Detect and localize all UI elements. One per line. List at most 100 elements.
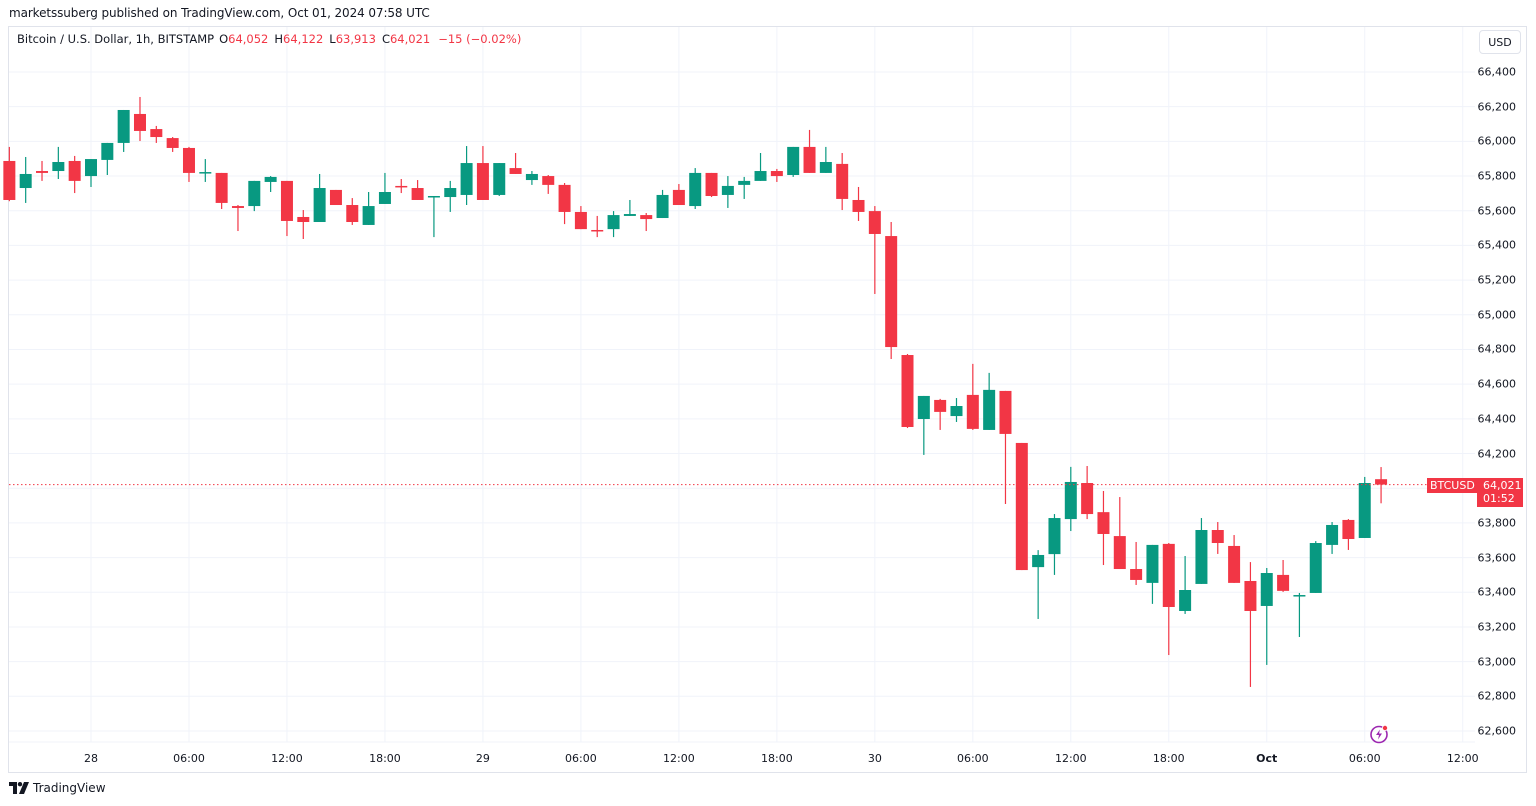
time-axis-label: 12:00	[1446, 752, 1479, 765]
candle	[476, 146, 489, 200]
candle	[101, 142, 114, 176]
candle	[1130, 541, 1143, 585]
candle	[754, 152, 767, 181]
low-label: L	[329, 32, 336, 46]
candle	[1260, 567, 1273, 665]
time-axis-label: 06:00	[173, 752, 205, 765]
candle	[427, 195, 440, 238]
price-axis-label: 66,400	[1477, 65, 1517, 79]
price-axis-label: 63,400	[1477, 585, 1517, 599]
candle	[460, 146, 473, 206]
candle	[1081, 466, 1094, 520]
candle	[1097, 490, 1110, 566]
candle	[182, 146, 195, 182]
candle	[3, 146, 16, 202]
time-axis-label: 18:00	[369, 752, 401, 765]
time-axis-label: 29	[475, 752, 490, 765]
candle	[297, 210, 310, 240]
candle	[640, 212, 653, 232]
candle	[1342, 519, 1355, 550]
symbol-price-tag: BTCUSD	[1427, 478, 1478, 493]
candle	[1277, 560, 1290, 592]
candle	[656, 189, 669, 219]
candle	[346, 198, 359, 225]
candle	[36, 160, 49, 181]
candle	[885, 222, 898, 360]
candle	[1326, 522, 1339, 554]
time-axis-label: 12:00	[1054, 752, 1087, 765]
candle	[591, 215, 604, 238]
candle	[215, 172, 228, 210]
candle	[52, 146, 65, 180]
low-value: 63,913	[335, 32, 376, 46]
currency-button[interactable]: USD	[1479, 30, 1521, 54]
price-axis-label: 64,200	[1477, 447, 1517, 461]
time-axis-label: 12:00	[271, 752, 303, 765]
candle	[509, 152, 522, 174]
candle	[1309, 541, 1322, 593]
open-label: O	[219, 32, 229, 46]
candle	[983, 372, 996, 430]
last-price-tag: 64,021 01:52	[1477, 478, 1523, 507]
candle	[542, 175, 555, 194]
time-axis-label: 18:00	[1152, 752, 1185, 765]
candle	[1228, 535, 1241, 583]
price-axis-label: 64,600	[1477, 377, 1517, 391]
candle	[133, 96, 146, 142]
tradingview-logo[interactable]: TradingView	[9, 781, 106, 795]
candle	[901, 353, 914, 429]
candle	[558, 182, 571, 225]
candle	[117, 109, 130, 152]
candle	[166, 137, 179, 152]
candle	[966, 363, 979, 430]
time-axis-label: 12:00	[663, 752, 695, 765]
price-axis-label: 65,400	[1477, 238, 1517, 252]
price-axis-label: 65,600	[1477, 204, 1517, 218]
price-axis-label: 63,600	[1477, 551, 1517, 565]
tradingview-logo-icon	[9, 782, 29, 794]
candle	[738, 176, 751, 199]
price-axis-label: 64,800	[1477, 342, 1517, 356]
candle	[85, 159, 97, 187]
symbol-legend[interactable]: Bitcoin / U.S. Dollar, 1h, BITSTAMP O 64…	[17, 32, 521, 46]
bar-countdown: 01:52	[1483, 492, 1515, 505]
candle	[934, 398, 947, 430]
candle	[868, 206, 881, 294]
price-axis-label: 64,400	[1477, 412, 1517, 426]
candle	[525, 171, 538, 185]
candle	[231, 205, 244, 232]
time-axis-label: 30	[867, 752, 882, 765]
price-axis-label: 66,200	[1477, 100, 1517, 114]
change-value: −15 (−0.02%)	[438, 32, 522, 46]
candle	[444, 180, 457, 212]
candle	[19, 156, 32, 203]
candle	[362, 192, 375, 225]
candle	[280, 180, 293, 237]
candle	[1179, 556, 1192, 614]
candle	[1244, 562, 1257, 687]
candle	[917, 395, 930, 455]
last-price-value: 64,021	[1483, 479, 1522, 492]
time-axis-label: Oct	[1256, 752, 1278, 765]
time-axis-label: 28	[84, 752, 98, 765]
candle	[313, 173, 326, 223]
lightning-bolt-icon[interactable]	[1369, 724, 1389, 744]
time-axis-label: 18:00	[761, 752, 793, 765]
candle	[819, 146, 832, 173]
candle	[836, 152, 849, 211]
candle	[1064, 466, 1077, 532]
candle	[1146, 544, 1159, 604]
candle	[493, 163, 506, 196]
candle-series	[3, 96, 1388, 687]
close-label: C	[381, 32, 390, 46]
candle	[672, 184, 685, 206]
symbol-title[interactable]: Bitcoin / U.S. Dollar, 1h, BITSTAMP	[17, 32, 215, 46]
candle	[1162, 543, 1175, 656]
candle	[705, 172, 718, 198]
candle	[1211, 522, 1224, 554]
price-axis-label: 62,600	[1477, 724, 1517, 738]
candle	[1195, 518, 1208, 584]
candle	[689, 168, 702, 210]
candle	[999, 390, 1012, 504]
